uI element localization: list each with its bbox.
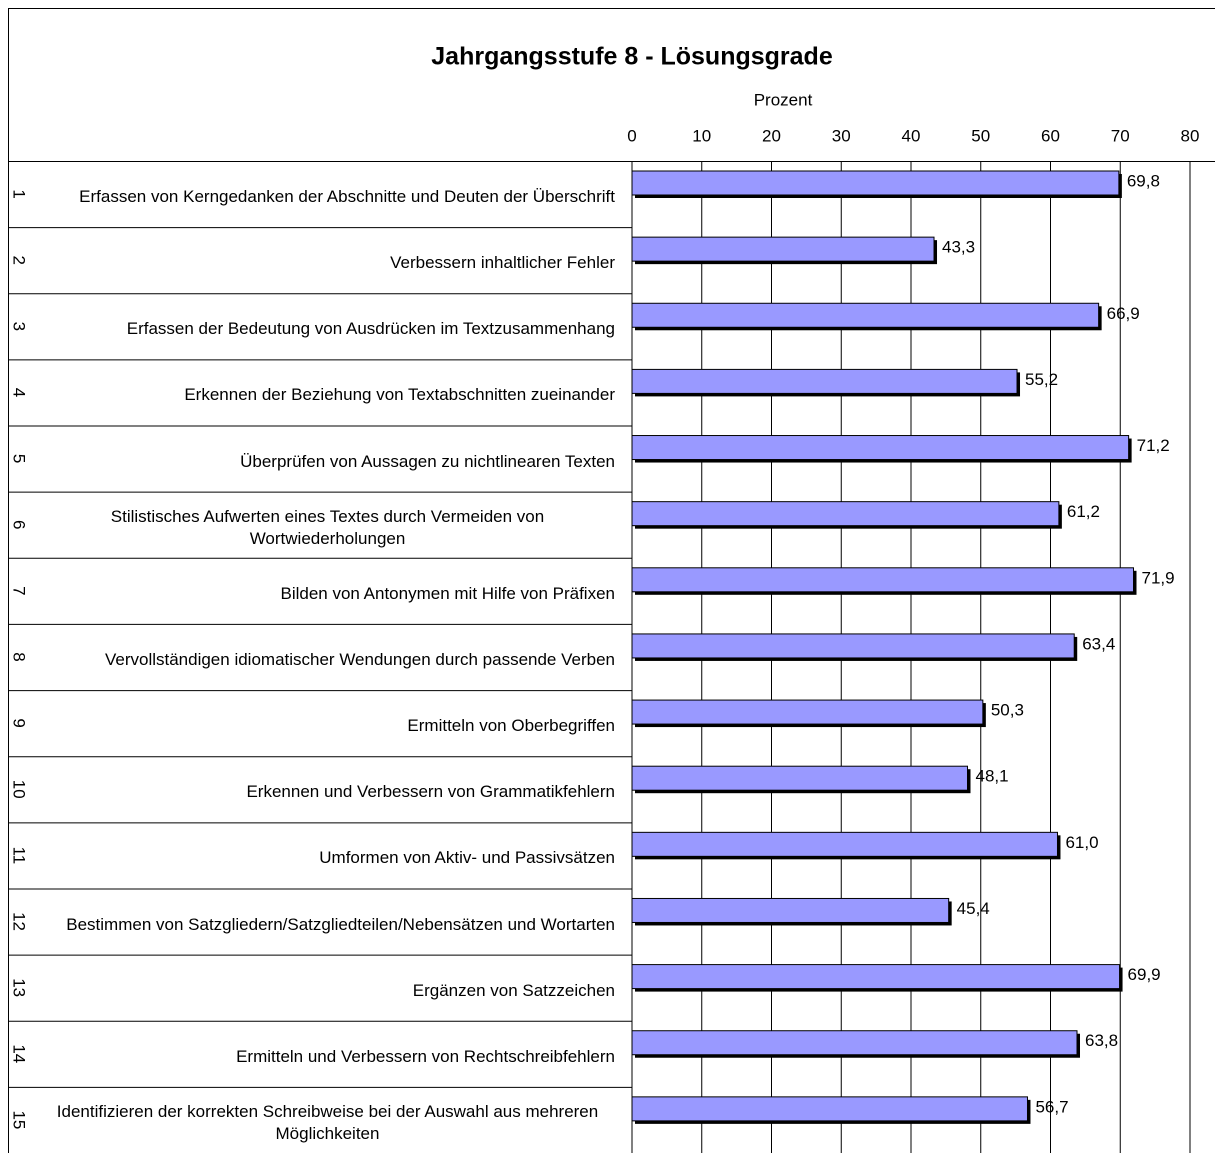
category-label: Bilden von Antonymen mit Hilfe von Präfi… — [280, 583, 615, 603]
value-label: 69,8 — [1127, 171, 1160, 190]
row-id: 13 — [10, 978, 29, 997]
bar — [631, 633, 1075, 659]
category-label: Bestimmen von Satzgliedern/Satzgliedteil… — [66, 914, 615, 934]
category-label: Identifizieren der korrekten Schreibweis… — [56, 1101, 599, 1143]
row-id: 14 — [10, 1044, 29, 1063]
bar — [631, 831, 1058, 857]
value-label: 66,9 — [1107, 304, 1140, 323]
row-id: 6 — [10, 520, 29, 529]
row-id: 9 — [10, 718, 29, 727]
bar — [631, 1096, 1028, 1122]
x-tick-label: 60 — [1041, 126, 1060, 145]
value-label: 43,3 — [942, 238, 975, 257]
x-tick-label: 50 — [971, 126, 990, 145]
category-label: Erfassen von Kerngedanken der Abschnitte… — [79, 187, 615, 207]
row-id: 15 — [10, 1110, 29, 1129]
value-label: 69,9 — [1128, 965, 1161, 984]
x-axis-title: Prozent — [754, 90, 813, 109]
category-label: Erfassen der Bedeutung von Ausdrücken im… — [126, 319, 615, 339]
x-tick-label: 20 — [762, 126, 781, 145]
value-label: 50,3 — [991, 701, 1024, 720]
bar — [631, 236, 935, 262]
bar — [631, 897, 950, 923]
row-id: 12 — [10, 912, 29, 931]
category-label: Ergänzen von Satzzeichen — [412, 980, 615, 1000]
value-label: 55,2 — [1025, 370, 1058, 389]
value-label: 71,2 — [1137, 436, 1170, 455]
bar — [631, 765, 968, 791]
category-label: Ermitteln von Oberbegriffen — [407, 716, 615, 736]
row-id: 10 — [10, 780, 29, 799]
x-tick-label: 80 — [1181, 126, 1200, 145]
row-id: 5 — [10, 454, 29, 463]
value-label: 56,7 — [1035, 1097, 1068, 1116]
frame — [8, 8, 1215, 1153]
value-label: 61,0 — [1065, 833, 1098, 852]
x-tick-label: 30 — [832, 126, 851, 145]
row-id: 3 — [10, 322, 29, 331]
category-label: Stilistisches Aufwerten eines Textes dur… — [110, 506, 545, 548]
x-tick-label: 10 — [692, 126, 711, 145]
category-label: Erkennen der Beziehung von Textabschnitt… — [184, 385, 615, 405]
x-tick-label: 70 — [1111, 126, 1130, 145]
category-label: Umformen von Aktiv- und Passivsätzen — [319, 848, 615, 868]
row-id: 8 — [10, 652, 29, 661]
value-label: 63,4 — [1082, 634, 1115, 653]
x-tick-label: 40 — [902, 126, 921, 145]
value-label: 45,4 — [957, 899, 990, 918]
bar — [631, 302, 1100, 328]
value-label: 61,2 — [1067, 502, 1100, 521]
row-id: 1 — [10, 189, 29, 198]
chart-title: Jahrgangsstufe 8 - Lösungsgrade — [431, 43, 833, 71]
category-label: Überprüfen von Aussagen zu nichtlinearen… — [240, 451, 615, 471]
bar — [631, 435, 1130, 461]
category-label: Vervollständigen idiomatischer Wendungen… — [104, 650, 615, 669]
bar — [631, 501, 1060, 527]
value-label: 48,1 — [975, 767, 1008, 786]
bar — [631, 1030, 1078, 1056]
category-label: Verbessern inhaltlicher Fehler — [390, 253, 615, 273]
category-label: Ermitteln und Verbessern von Rechtschrei… — [236, 1046, 615, 1066]
category-label: Erkennen und Verbessern von Grammatikfeh… — [246, 782, 615, 802]
bar — [631, 170, 1120, 196]
bar — [631, 567, 1135, 593]
value-label: 71,9 — [1142, 568, 1175, 587]
row-id: 2 — [10, 255, 29, 264]
bar — [631, 368, 1018, 394]
x-tick-label: 0 — [627, 126, 636, 145]
bar — [631, 964, 1121, 990]
value-label: 63,8 — [1085, 1031, 1118, 1050]
bar — [631, 699, 984, 725]
row-id: 7 — [10, 586, 29, 595]
row-id: 11 — [10, 847, 29, 865]
row-id: 4 — [10, 388, 29, 397]
